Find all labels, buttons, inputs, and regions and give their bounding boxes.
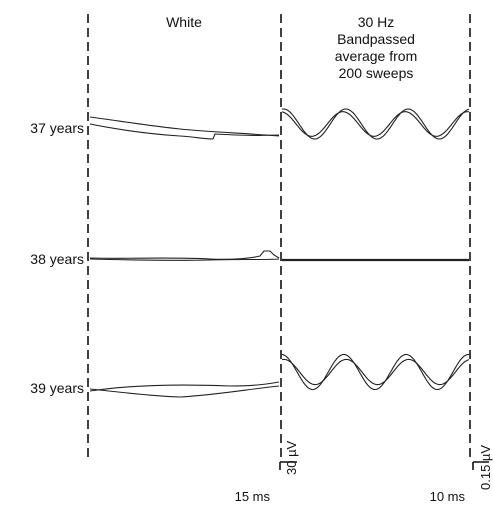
row-label-39-years: 39 years xyxy=(30,380,84,396)
bandpass-trace-37-b xyxy=(281,111,470,137)
white-trace-37-a xyxy=(89,116,280,137)
panel-header-bandpass-line-2: Bandpassed xyxy=(337,31,415,47)
row-label-37-years: 37 years xyxy=(30,120,84,136)
panel-header-bandpass-line-3: average from xyxy=(335,48,417,64)
panel-header-bandpass-line-4: 200 sweeps xyxy=(339,65,414,81)
scale-amplitude-left: 30 µV xyxy=(284,440,299,475)
white-trace-38-a xyxy=(89,250,280,260)
white-trace-39-a xyxy=(89,381,280,392)
white-trace-39-b xyxy=(89,385,280,398)
bandpass-trace-39-a xyxy=(281,353,469,391)
scale-time-right: 10 ms xyxy=(430,489,466,504)
bandpass-trace-37-a xyxy=(281,108,470,140)
white-trace-37-b xyxy=(89,123,280,140)
white-trace-38-b xyxy=(89,258,280,261)
scale-amplitude-right: 0.15 µV xyxy=(478,445,493,490)
panel-header-bandpass-line-1: 30 Hz xyxy=(358,14,395,30)
row-label-38-years: 38 years xyxy=(30,251,84,267)
panel-header-white: White xyxy=(166,14,202,30)
scale-bar-right xyxy=(472,461,489,470)
scale-time-left: 15 ms xyxy=(235,489,271,504)
bandpass-trace-39-b xyxy=(281,358,470,386)
scale-bar-left xyxy=(279,461,297,470)
